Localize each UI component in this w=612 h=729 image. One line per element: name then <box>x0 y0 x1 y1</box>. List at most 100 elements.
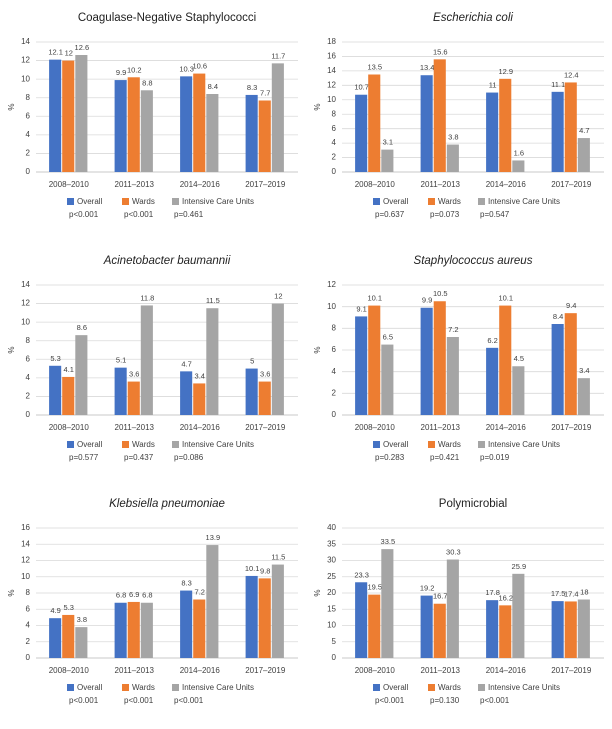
y-tick-label: 14 <box>21 280 30 289</box>
legend-label: Intensive Care Units <box>488 440 560 449</box>
p-value: p<0.001 <box>174 696 204 705</box>
x-tick-label: 2008–2010 <box>49 666 90 675</box>
data-label: 8.8 <box>142 78 152 87</box>
data-label: 11.5 <box>206 296 220 305</box>
y-tick-label: 10 <box>21 317 30 326</box>
p-value: p<0.001 <box>124 696 154 705</box>
legend-swatch <box>122 198 129 205</box>
data-label: 4.7 <box>579 126 589 135</box>
y-tick-label: 2 <box>332 153 337 162</box>
bar <box>368 305 381 415</box>
data-label: 10.3 <box>179 64 194 73</box>
legend-swatch <box>373 684 380 691</box>
legend-swatch <box>67 441 74 448</box>
data-label: 3.6 <box>260 370 270 379</box>
chart-title: Klebsiella pneumoniae <box>109 498 225 510</box>
legend-swatch <box>172 441 179 448</box>
bar <box>551 324 564 415</box>
legend-label: Overall <box>383 197 409 206</box>
y-tick-label: 8 <box>332 323 337 332</box>
data-label: 11.8 <box>140 293 154 302</box>
legend-label: Intensive Care Units <box>488 197 560 206</box>
y-tick-label: 8 <box>26 336 31 345</box>
data-label: 6.8 <box>116 591 126 600</box>
y-tick-label: 6 <box>26 354 31 363</box>
bar <box>127 601 140 658</box>
data-label: 10.2 <box>127 65 142 74</box>
bar <box>193 383 206 415</box>
bar <box>75 627 88 658</box>
legend-label: Overall <box>383 683 409 692</box>
y-tick-label: 35 <box>327 539 336 548</box>
legend-label: Overall <box>77 197 103 206</box>
bar <box>355 582 368 658</box>
bar <box>206 545 219 658</box>
y-tick-label: 4 <box>332 367 337 376</box>
data-label: 11.1 <box>551 80 565 89</box>
bar <box>127 77 140 172</box>
bar <box>114 602 127 658</box>
bar <box>355 316 368 415</box>
bar <box>551 601 564 658</box>
bar <box>381 149 394 172</box>
y-tick-label: 6 <box>332 345 337 354</box>
legend-label: Intensive Care Units <box>488 683 560 692</box>
y-tick-label: 25 <box>327 572 336 581</box>
bar <box>180 76 193 172</box>
p-value: p<0.001 <box>124 210 154 219</box>
y-tick-label: 12 <box>327 280 336 289</box>
y-axis-label: % <box>313 589 322 596</box>
data-label: 12.1 <box>48 48 63 57</box>
data-label: 6.9 <box>129 590 139 599</box>
p-value: p=0.073 <box>430 210 460 219</box>
y-tick-label: 20 <box>327 588 336 597</box>
y-tick-label: 0 <box>332 167 337 176</box>
data-label: 1.6 <box>514 148 524 157</box>
p-value: p=0.437 <box>124 453 154 462</box>
data-label: 6.8 <box>142 591 152 600</box>
data-label: 9.8 <box>260 566 270 575</box>
x-tick-label: 2008–2010 <box>49 423 90 432</box>
legend-label: Intensive Care Units <box>182 440 254 449</box>
bar <box>381 549 394 658</box>
bar <box>551 91 564 172</box>
legend-label: Wards <box>132 683 155 692</box>
y-tick-label: 6 <box>26 604 31 613</box>
data-label: 19.2 <box>420 584 435 593</box>
data-label: 7.2 <box>195 587 205 596</box>
legend-swatch <box>373 198 380 205</box>
data-label: 12 <box>65 49 73 58</box>
data-label: 8.3 <box>181 579 191 588</box>
bar <box>258 578 271 658</box>
x-tick-label: 2014–2016 <box>486 423 527 432</box>
bar <box>420 75 433 172</box>
bar <box>446 337 459 415</box>
p-value: p=0.086 <box>174 453 204 462</box>
x-tick-label: 2017–2019 <box>245 666 286 675</box>
legend-swatch <box>478 441 485 448</box>
data-label: 10.5 <box>433 289 448 298</box>
data-label: 10.1 <box>498 294 513 303</box>
data-label: 33.5 <box>381 537 396 546</box>
x-tick-label: 2011–2013 <box>115 180 155 189</box>
x-tick-label: 2008–2010 <box>355 666 396 675</box>
y-tick-label: 0 <box>26 410 31 419</box>
bar <box>62 376 75 415</box>
y-tick-label: 18 <box>327 37 336 46</box>
bar <box>577 599 590 658</box>
bar <box>62 614 75 658</box>
y-tick-label: 2 <box>26 392 31 401</box>
x-tick-label: 2008–2010 <box>355 180 396 189</box>
y-tick-label: 40 <box>327 523 336 532</box>
data-label: 3.8 <box>77 615 87 624</box>
data-label: 6.2 <box>487 336 497 345</box>
bar <box>564 313 577 415</box>
legend-swatch <box>172 198 179 205</box>
data-label: 6.5 <box>383 333 393 342</box>
bar <box>193 73 206 172</box>
bar <box>245 94 258 172</box>
data-label: 4.7 <box>181 359 191 368</box>
chart-title: Polymicrobial <box>439 498 507 510</box>
y-tick-label: 8 <box>26 588 31 597</box>
data-label: 12 <box>274 292 282 301</box>
